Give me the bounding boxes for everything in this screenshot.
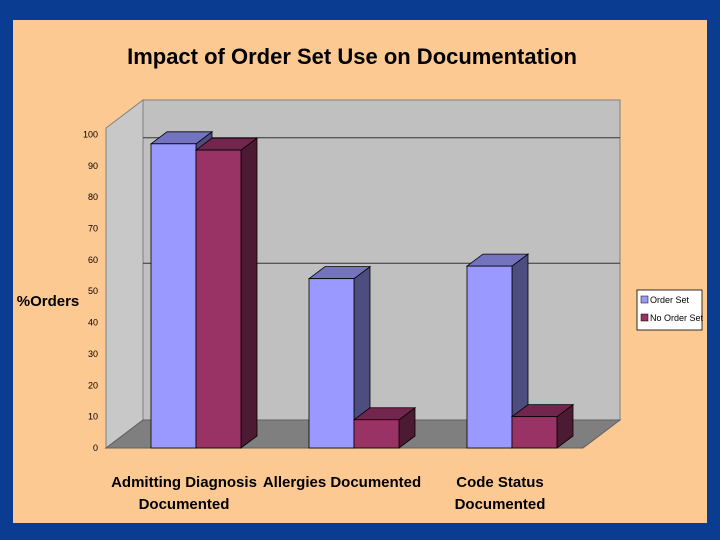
y-tick-label: 0 <box>93 443 98 453</box>
y-tick-label: 60 <box>88 255 98 265</box>
y-tick-label: 20 <box>88 380 98 390</box>
y-tick-label: 70 <box>88 223 98 233</box>
chart-title: Impact of Order Set Use on Documentation <box>127 44 577 69</box>
bar <box>195 149 242 449</box>
chart-body: 0 10 20 30 40 50 60 70 80 90 100 Admitting Diagnosi… <box>83 98 704 513</box>
y-tick-label: 90 <box>88 161 98 171</box>
bar <box>511 416 558 449</box>
bar <box>308 278 355 449</box>
y-tick-label: 40 <box>88 318 98 328</box>
x-tick-label: Allergies Documented <box>263 474 421 491</box>
bar <box>466 265 513 449</box>
x-tick-label: Documented <box>139 496 230 513</box>
legend-label: Order Set <box>650 295 690 305</box>
y-axis-label: %Orders <box>17 293 80 310</box>
y-tick-label: 10 <box>88 412 98 422</box>
bar <box>150 143 197 449</box>
legend-swatch <box>640 295 649 304</box>
x-tick-label: Admitting Diagnosis <box>111 474 257 491</box>
x-tick-label: Documented <box>455 496 546 513</box>
y-tick-label: 100 <box>83 129 98 139</box>
bar <box>353 419 400 449</box>
y-tick-label: 30 <box>88 349 98 359</box>
y-tick-label: 50 <box>88 286 98 296</box>
side-wall <box>105 98 144 450</box>
legend-swatch <box>640 313 649 322</box>
legend-label: No Order Set <box>650 313 704 323</box>
bar-side <box>240 137 258 449</box>
y-tick-label: 80 <box>88 192 98 202</box>
x-tick-label: Code Status <box>456 474 544 491</box>
